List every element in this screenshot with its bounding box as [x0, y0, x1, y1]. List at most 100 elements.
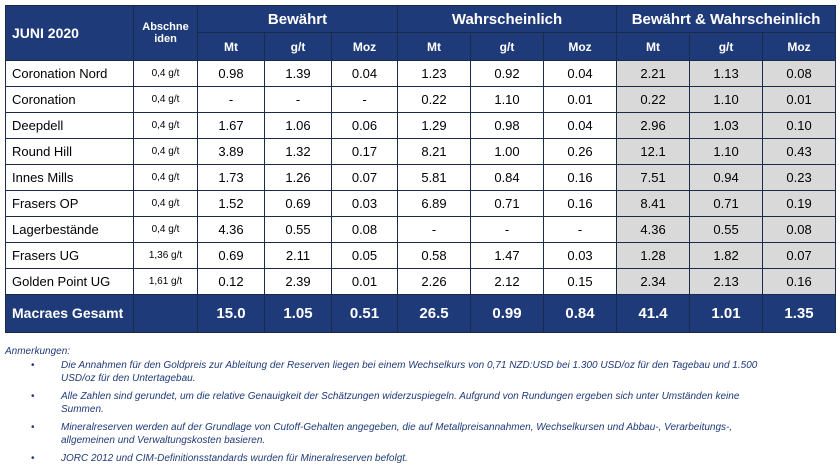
total-value: 26.5	[397, 294, 471, 333]
row-value: 0.55	[264, 216, 332, 243]
row-value: 2.96	[616, 112, 691, 139]
row-value: 0.04	[542, 112, 618, 139]
row-value: -	[397, 216, 471, 243]
table-title: JUNI 2020	[5, 5, 134, 61]
row-value: -	[331, 86, 398, 113]
subheader-mt: Mt	[616, 32, 691, 61]
row-cutoff: 0,4 g/t	[133, 216, 198, 243]
table-row: Lagerbestände 0,4 g/t 4.36 0.55 0.08- - -4.36 0…	[5, 216, 837, 243]
row-value: 1.52	[197, 190, 265, 217]
bullet-icon: •	[31, 422, 35, 433]
note-text: Die Annahmen für den Goldpreis zur Ablei…	[61, 360, 758, 384]
bullet-icon: •	[31, 453, 35, 464]
row-value: 0.84	[470, 164, 544, 191]
row-value: -	[542, 216, 618, 243]
row-value: 2.34	[616, 268, 691, 295]
row-value: 1.67	[197, 112, 265, 139]
subheader-mt: Mt	[397, 32, 471, 61]
row-value: 2.39	[264, 268, 332, 295]
row-name: Golden Point UG	[5, 268, 134, 295]
row-name: Frasers OP	[5, 190, 134, 217]
row-cutoff: 0,4 g/t	[133, 164, 198, 191]
total-label: Macraes Gesamt	[5, 294, 134, 333]
subheader-moz: Moz	[331, 32, 398, 61]
row-value: 5.81	[397, 164, 471, 191]
row-name: Deepdell	[5, 112, 134, 139]
row-value: 1.73	[197, 164, 265, 191]
row-value: 0.43	[762, 138, 837, 165]
note-item: • Die Annahmen für den Goldpreis zur Able…	[31, 359, 835, 385]
row-cutoff: 0,4 g/t	[133, 190, 198, 217]
bullet-icon: •	[31, 360, 35, 371]
row-value: 2.21	[616, 60, 691, 87]
row-value: 0.22	[616, 86, 691, 113]
total-value: 0.99	[470, 294, 544, 333]
subheader-gt: g/t	[470, 32, 544, 61]
row-value: 0.04	[331, 60, 398, 87]
row-value: 1.10	[470, 86, 544, 113]
row-value: 1.28	[616, 242, 691, 269]
row-value: 2.11	[264, 242, 332, 269]
row-value: 0.17	[331, 138, 398, 165]
row-name: Coronation Nord	[5, 60, 134, 87]
row-value: 1.03	[689, 112, 764, 139]
row-value: 8.41	[616, 190, 691, 217]
row-value: 2.26	[397, 268, 471, 295]
row-value: 1.26	[264, 164, 332, 191]
row-value: 0.23	[762, 164, 837, 191]
row-value: 0.01	[331, 268, 398, 295]
row-value: 0.10	[762, 112, 837, 139]
row-value: 1.82	[689, 242, 764, 269]
row-value: 4.36	[616, 216, 691, 243]
table-row: Innes Mills 0,4 g/t 1.73 1.26 0.07 5.81 0.84 0.…	[5, 164, 837, 191]
total-value: 15.0	[197, 294, 265, 333]
row-value: 8.21	[397, 138, 471, 165]
row-value: 0.94	[689, 164, 764, 191]
row-value: 6.89	[397, 190, 471, 217]
note-text: Mineralreserven werden auf der Grundlage…	[61, 422, 733, 446]
row-value: 0.16	[542, 190, 618, 217]
row-value: 0.01	[762, 86, 837, 113]
row-value: 0.71	[689, 190, 764, 217]
row-value: 1.00	[470, 138, 544, 165]
note-text: JORC 2012 und CIM-Definitionsstandards w…	[61, 453, 408, 464]
notes-list: • Die Annahmen für den Goldpreis zur Able…	[5, 359, 835, 465]
note-item: • Mineralreserven werden auf der Grundlag…	[31, 421, 835, 447]
total-row: Macraes Gesamt 15.0 1.05 0.51 26.5 0.99 …	[5, 294, 837, 333]
cutoff-header: Abschne iden	[133, 5, 198, 61]
row-value: 0.69	[197, 242, 265, 269]
group-header-proven: Bewährt	[197, 5, 398, 33]
total-value: 1.35	[762, 294, 837, 333]
subheader-gt: g/t	[689, 32, 764, 61]
notes-section: Anmerkungen: • Die Annahmen für den Goldp…	[5, 345, 835, 470]
group-header-total: Bewährt & Wahrscheinlich	[616, 5, 837, 33]
row-value: 1.47	[470, 242, 544, 269]
total-value: 1.01	[689, 294, 764, 333]
total-value: 0.84	[542, 294, 618, 333]
row-value: 0.15	[542, 268, 618, 295]
note-item: • JORC 2012 und CIM-Definitionsstandards …	[31, 452, 835, 465]
row-value: 0.55	[689, 216, 764, 243]
reserves-table: JUNI 2020 Abschne iden Bewährt Wahrschei…	[5, 5, 837, 333]
row-cutoff: 0,4 g/t	[133, 86, 198, 113]
row-value: 0.08	[762, 216, 837, 243]
row-value: 0.58	[397, 242, 471, 269]
row-value: 0.69	[264, 190, 332, 217]
subheader-moz: Moz	[542, 32, 618, 61]
row-value: -	[264, 86, 332, 113]
notes-title: Anmerkungen:	[5, 346, 71, 357]
row-cutoff: 1,36 g/t	[133, 242, 198, 269]
row-name: Frasers UG	[5, 242, 134, 269]
row-value: 12.1	[616, 138, 691, 165]
row-value: 0.26	[542, 138, 618, 165]
row-value: 0.07	[331, 164, 398, 191]
row-name: Coronation	[5, 86, 134, 113]
row-value: 1.13	[689, 60, 764, 87]
table-row: Frasers OP 0,4 g/t 1.52 0.69 0.03 6.89 0.71 0.1…	[5, 190, 837, 217]
row-cutoff: 1,61 g/t	[133, 268, 198, 295]
row-value: 0.05	[331, 242, 398, 269]
row-value: 1.10	[689, 86, 764, 113]
row-value: 0.01	[542, 86, 618, 113]
row-value: 0.04	[542, 60, 618, 87]
row-cutoff: 0,4 g/t	[133, 138, 198, 165]
